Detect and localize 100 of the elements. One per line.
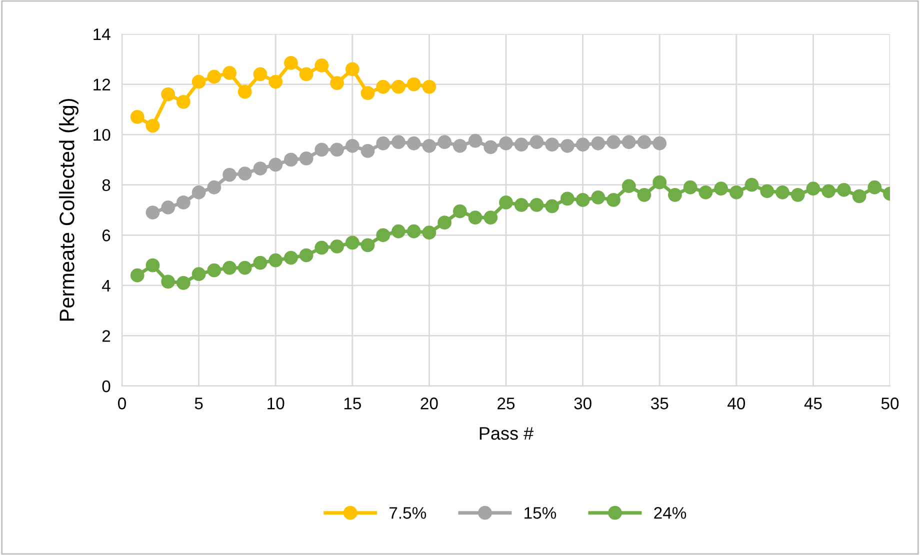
point (560, 192, 574, 206)
point (253, 162, 268, 176)
x-tick-label: 5 (194, 398, 203, 410)
point (207, 180, 222, 194)
point (714, 182, 728, 196)
point (176, 276, 190, 290)
point (207, 263, 222, 278)
point (284, 250, 298, 265)
point (560, 138, 574, 153)
x-tick-label: 40 (728, 398, 746, 410)
point (330, 76, 344, 90)
point (130, 110, 144, 124)
y-tick-label: 4 (102, 280, 110, 292)
y-tick-label: 2 (102, 330, 110, 342)
point (729, 185, 744, 200)
point (514, 138, 528, 152)
point (376, 228, 390, 242)
legend-label: 15% (524, 507, 556, 519)
point (576, 193, 590, 207)
point (576, 138, 590, 152)
point (146, 206, 160, 220)
x-axis-title: Pass # (480, 427, 534, 440)
point (545, 138, 560, 152)
point (207, 70, 222, 84)
point (376, 80, 390, 94)
point (452, 138, 467, 153)
point (376, 136, 390, 150)
point (652, 175, 667, 190)
y-tick-label: 6 (102, 230, 110, 242)
point (161, 200, 176, 214)
point (253, 256, 268, 270)
point (284, 152, 298, 167)
legend-label: 7.5% (390, 507, 426, 519)
point (299, 67, 314, 82)
point (438, 135, 452, 150)
x-tick-label: 20 (420, 398, 438, 410)
point (238, 260, 252, 275)
point (545, 199, 560, 214)
y-tick-label: 8 (102, 179, 110, 192)
point (345, 138, 360, 153)
point (406, 77, 421, 92)
point (452, 204, 467, 218)
point (146, 258, 160, 272)
point (360, 144, 375, 158)
point (222, 168, 236, 182)
y-tick-label: 0 (102, 380, 110, 392)
point (238, 166, 252, 180)
y-tick-label: 14 (94, 28, 110, 40)
point (392, 135, 406, 150)
x-tick-label: 50 (881, 398, 899, 410)
point (622, 135, 636, 150)
point (591, 190, 606, 204)
x-tick-label: 0 (118, 398, 126, 410)
point (744, 178, 759, 192)
x-tick-label: 35 (650, 398, 668, 410)
point (222, 260, 236, 275)
point (345, 236, 360, 250)
point (591, 136, 606, 150)
point (637, 188, 652, 202)
point (806, 182, 820, 196)
point (484, 210, 498, 224)
point (161, 87, 176, 102)
point (422, 226, 436, 240)
point (146, 118, 160, 133)
point (192, 74, 206, 89)
y-tick-label: 12 (94, 78, 110, 90)
point (222, 66, 236, 80)
point (268, 253, 283, 268)
point (530, 135, 544, 150)
point (253, 67, 268, 82)
point (330, 240, 344, 254)
point (268, 74, 283, 89)
point (836, 182, 851, 197)
point (822, 184, 836, 198)
point (238, 84, 252, 99)
point (299, 248, 314, 262)
point (868, 180, 882, 194)
point (499, 136, 513, 150)
point (499, 196, 513, 210)
point (406, 136, 421, 150)
point (852, 189, 866, 204)
point (192, 267, 206, 282)
point (484, 140, 498, 154)
point (776, 185, 790, 200)
point (314, 58, 329, 72)
point (422, 138, 436, 153)
point (606, 193, 620, 207)
point (438, 216, 452, 230)
point (345, 62, 360, 76)
point (330, 142, 344, 157)
point (637, 135, 652, 150)
point (299, 152, 314, 166)
point (406, 224, 421, 238)
point (683, 180, 698, 194)
x-tick-label: 30 (574, 398, 592, 410)
point (468, 134, 482, 148)
point (606, 135, 620, 150)
point (392, 80, 406, 94)
point (514, 198, 528, 212)
point (161, 274, 176, 289)
